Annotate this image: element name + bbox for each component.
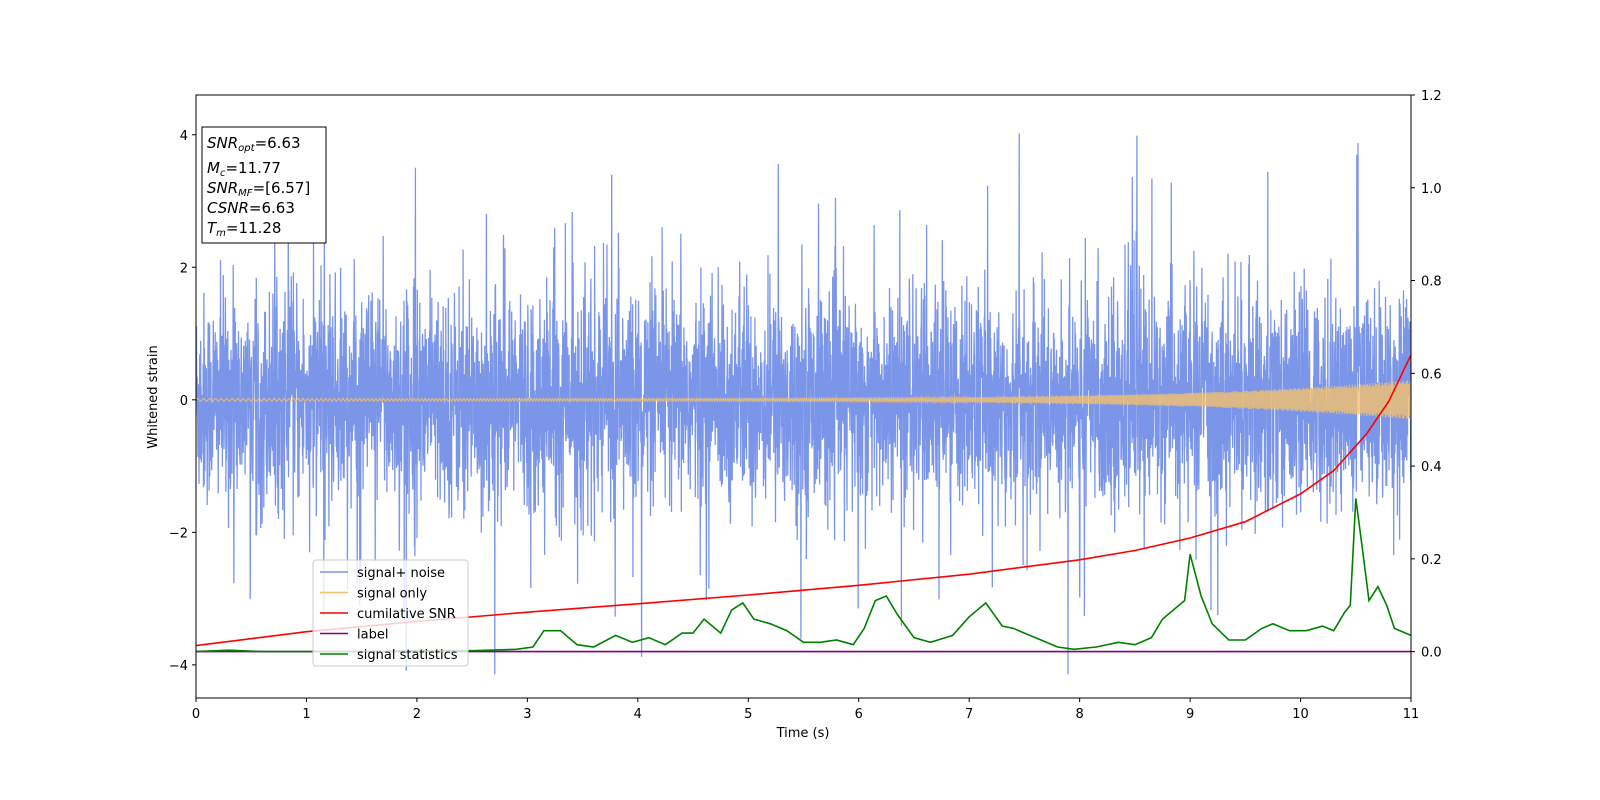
info-lines: SNRopt=6.63 Mc=11.77SNRMF=[6.57]CSNR=6.63… xyxy=(207,134,310,239)
y-left-tick-label-3: 2 xyxy=(180,261,188,276)
info-box-frame xyxy=(201,126,327,244)
y-right-tick-label-5: 1.0 xyxy=(1421,182,1442,197)
x-tick-label-7: 7 xyxy=(965,707,973,722)
y-right-tick-label-2: 0.4 xyxy=(1421,460,1442,475)
x-tick-label-8: 8 xyxy=(1075,707,1083,722)
x-tick-label-5: 5 xyxy=(744,707,752,722)
x-axis: 0 1 2 3 4 5 6 7 8 9 10 11 xyxy=(192,698,1419,722)
y-right-tick-label-1: 0.2 xyxy=(1421,553,1442,568)
x-tick-label-6: 6 xyxy=(855,707,863,722)
x-tick-label-9: 9 xyxy=(1186,707,1194,722)
y-left-tick-label-0: −4 xyxy=(169,659,188,674)
info-box: SNRopt=6.63 Mc=11.77SNRMF=[6.57]CSNR=6.63… xyxy=(201,126,327,244)
y-right-tick-label-3: 0.6 xyxy=(1421,367,1442,382)
y-axis-left: −4 −2 0 2 4 xyxy=(169,129,196,674)
info-line-1: Mc=11.77 xyxy=(207,159,281,179)
y-left-tick-label-1: −2 xyxy=(169,526,188,541)
legend-label-4: signal statistics xyxy=(357,648,458,663)
info-line-2: SNRMF=[6.57] xyxy=(207,179,310,199)
legend-items: signal+ noise signal only cumilative SNR la… xyxy=(320,566,458,663)
info-line-0: SNRopt=6.63 xyxy=(207,134,301,154)
y-right-tick-label-6: 1.2 xyxy=(1421,89,1442,104)
y-axis-label: Whitened strain xyxy=(146,345,161,448)
legend: signal+ noise signal only cumilative SNR la… xyxy=(312,559,469,667)
x-tick-label-0: 0 xyxy=(192,707,200,722)
legend-label-0: signal+ noise xyxy=(357,566,445,581)
legend-frame xyxy=(312,559,469,667)
y-left-tick-label-2: 0 xyxy=(180,394,188,409)
legend-label-1: signal only xyxy=(357,587,427,602)
y-right-tick-label-0: 0.0 xyxy=(1421,646,1442,661)
x-tick-label-4: 4 xyxy=(634,707,642,722)
x-tick-label-3: 3 xyxy=(523,707,531,722)
info-line-3: CSNR=6.63 xyxy=(207,199,295,217)
x-tick-label-11: 11 xyxy=(1403,707,1420,722)
x-tick-label-10: 10 xyxy=(1292,707,1309,722)
x-tick-label-2: 2 xyxy=(413,707,421,722)
y-left-tick-label-4: 4 xyxy=(180,129,188,144)
legend-label-3: label xyxy=(357,628,388,643)
y-axis-right: 0.0 0.2 0.4 0.6 0.8 1.0 1.2 xyxy=(1411,89,1442,661)
legend-label-2: cumilative SNR xyxy=(357,607,456,622)
series-line-1 xyxy=(196,380,1411,420)
x-axis-label: Time (s) xyxy=(776,726,830,741)
plot-frame xyxy=(195,94,1412,699)
series-line-4 xyxy=(196,498,1411,653)
x-tick-label-1: 1 xyxy=(302,707,310,722)
series-line-2 xyxy=(196,354,1411,647)
info-line-4: Tm=11.28 xyxy=(207,219,281,239)
series-line-0 xyxy=(196,129,1411,675)
y-right-tick-label-4: 0.8 xyxy=(1421,275,1442,290)
